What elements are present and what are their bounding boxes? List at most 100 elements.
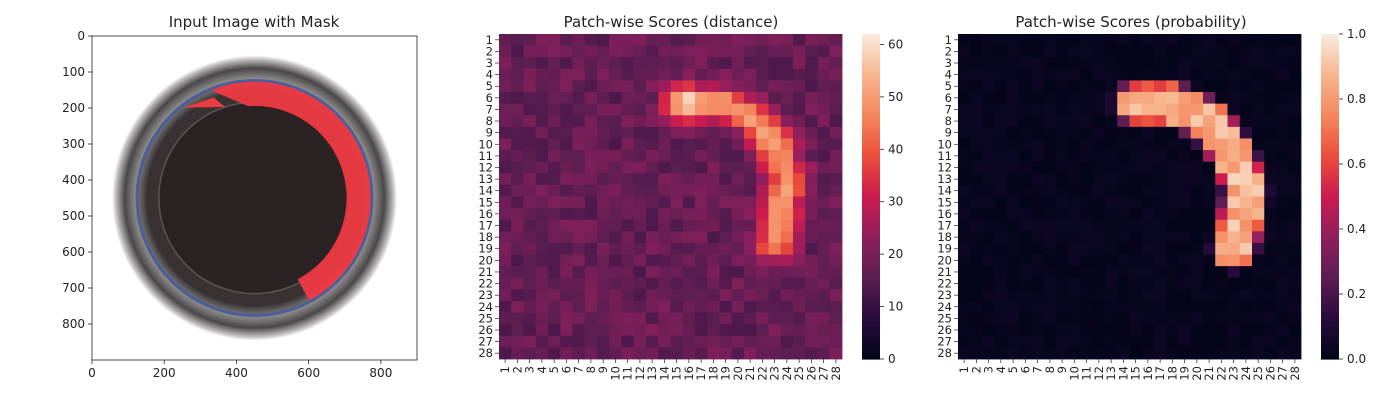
heatmap-cell (1252, 150, 1265, 163)
heatmap-cell (719, 92, 733, 105)
heatmap-cell (1227, 219, 1241, 232)
heatmap-cell (1043, 347, 1057, 360)
heatmap-cell (970, 254, 983, 267)
heatmap-cell (1190, 115, 1204, 128)
heatmap-cell (646, 92, 659, 105)
heatmap-cell (1056, 324, 1069, 337)
heatmap-cell (958, 196, 971, 209)
heatmap-cell (670, 208, 684, 221)
heatmap-cell (1117, 289, 1130, 302)
col-tick-label: 14 (1116, 366, 1130, 381)
colorbar-segment (862, 115, 880, 119)
heatmap-cell (1276, 150, 1290, 163)
colorbar-segment (862, 201, 880, 206)
heatmap-cell (1105, 80, 1118, 93)
heatmap-cell (1239, 208, 1253, 221)
heatmap-cell (719, 219, 733, 232)
heatmap-cell (584, 208, 598, 221)
heatmap-cell (719, 34, 733, 47)
heatmap-cell (1105, 254, 1118, 267)
heatmap-cell (982, 242, 996, 255)
heatmap-cell (535, 242, 549, 255)
colorbar-segment (1321, 329, 1339, 333)
heatmap-cell (1056, 208, 1069, 221)
heatmap-cell (609, 266, 622, 279)
colorbar-segment (862, 258, 880, 263)
heatmap-cell (805, 324, 818, 337)
heatmap-cell (609, 347, 622, 360)
heatmap-cell (1203, 347, 1216, 360)
heatmap-cell (756, 161, 769, 174)
heatmap-cell (523, 266, 537, 279)
heatmap-cell (805, 34, 818, 47)
heatmap-cell (756, 231, 769, 244)
heatmap-cell (768, 103, 782, 116)
heatmap-cell (994, 335, 1008, 348)
heatmap-cell (1031, 126, 1045, 139)
heatmap-cell (597, 68, 610, 81)
heatmap-cell (982, 231, 996, 244)
colorbar-segment (1321, 158, 1339, 162)
row-tick-label: 21 (478, 265, 493, 279)
heatmap-cell (817, 103, 831, 116)
heatmap-cell (756, 324, 769, 337)
heatmap-cell (1190, 196, 1204, 209)
heatmap-cell (597, 300, 610, 313)
heatmap-cell (744, 208, 757, 221)
heatmap-cell (756, 57, 769, 70)
heatmap-cell (560, 34, 573, 47)
heatmap-cell (1031, 347, 1045, 360)
heatmap-cell (535, 68, 549, 81)
colorbar-segment (862, 272, 880, 276)
heatmap-cell (958, 115, 971, 128)
heatmap-cell (1056, 138, 1069, 151)
heatmap-cell (560, 347, 573, 360)
heatmap-cell (560, 115, 573, 128)
heatmap-cell (572, 115, 586, 128)
heatmap-cell (994, 80, 1008, 93)
heatmap-cell (707, 173, 720, 186)
heatmap-cell (756, 92, 769, 105)
heatmap-cell (756, 219, 769, 232)
heatmap-cell (535, 196, 549, 209)
heatmap-cell (1239, 57, 1253, 70)
heatmap-cell (1227, 324, 1241, 337)
heatmap-cell (1141, 115, 1155, 128)
colorbar-segment (1321, 312, 1339, 317)
heatmap-cell (548, 300, 561, 313)
heatmap-cell (1154, 103, 1167, 116)
row-tick-label: 6 (486, 91, 493, 105)
heatmap-cell (707, 277, 720, 290)
colorbar-segment (862, 93, 880, 97)
heatmap-cell (1190, 254, 1204, 267)
heatmap-cell (744, 92, 757, 105)
heatmap-cell (768, 208, 782, 221)
heatmap-cell (805, 161, 818, 174)
heatmap-cell (1215, 115, 1228, 128)
heatmap-cell (994, 266, 1008, 279)
heatmap-cell (499, 289, 512, 302)
heatmap-cell (805, 115, 818, 128)
heatmap-cell (633, 254, 647, 267)
heatmap-cell (1288, 219, 1302, 232)
heatmap-cell (756, 126, 769, 139)
heatmap-cell (1276, 34, 1290, 47)
heatmap-cell (1117, 277, 1130, 290)
heatmap-cell (1215, 347, 1228, 360)
heatmap-cell (805, 150, 818, 163)
heatmap-cell (670, 68, 684, 81)
heatmap-cell (633, 300, 647, 313)
heatmap-cell (1056, 92, 1069, 105)
colorbar-segment (1321, 220, 1339, 225)
heatmap-cell (572, 103, 586, 116)
heatmap-cell (731, 150, 745, 163)
heatmap-cell (1068, 219, 1081, 232)
heatmap-cell (670, 347, 684, 360)
heatmap-cell (817, 254, 831, 267)
heatmap-cell (1068, 34, 1081, 47)
colorbar-segment (1321, 109, 1339, 114)
heatmap-cell (817, 312, 831, 325)
heatmap-cell (548, 34, 561, 47)
heatmap-cell (1166, 80, 1179, 93)
colorbar-segment (862, 185, 880, 189)
